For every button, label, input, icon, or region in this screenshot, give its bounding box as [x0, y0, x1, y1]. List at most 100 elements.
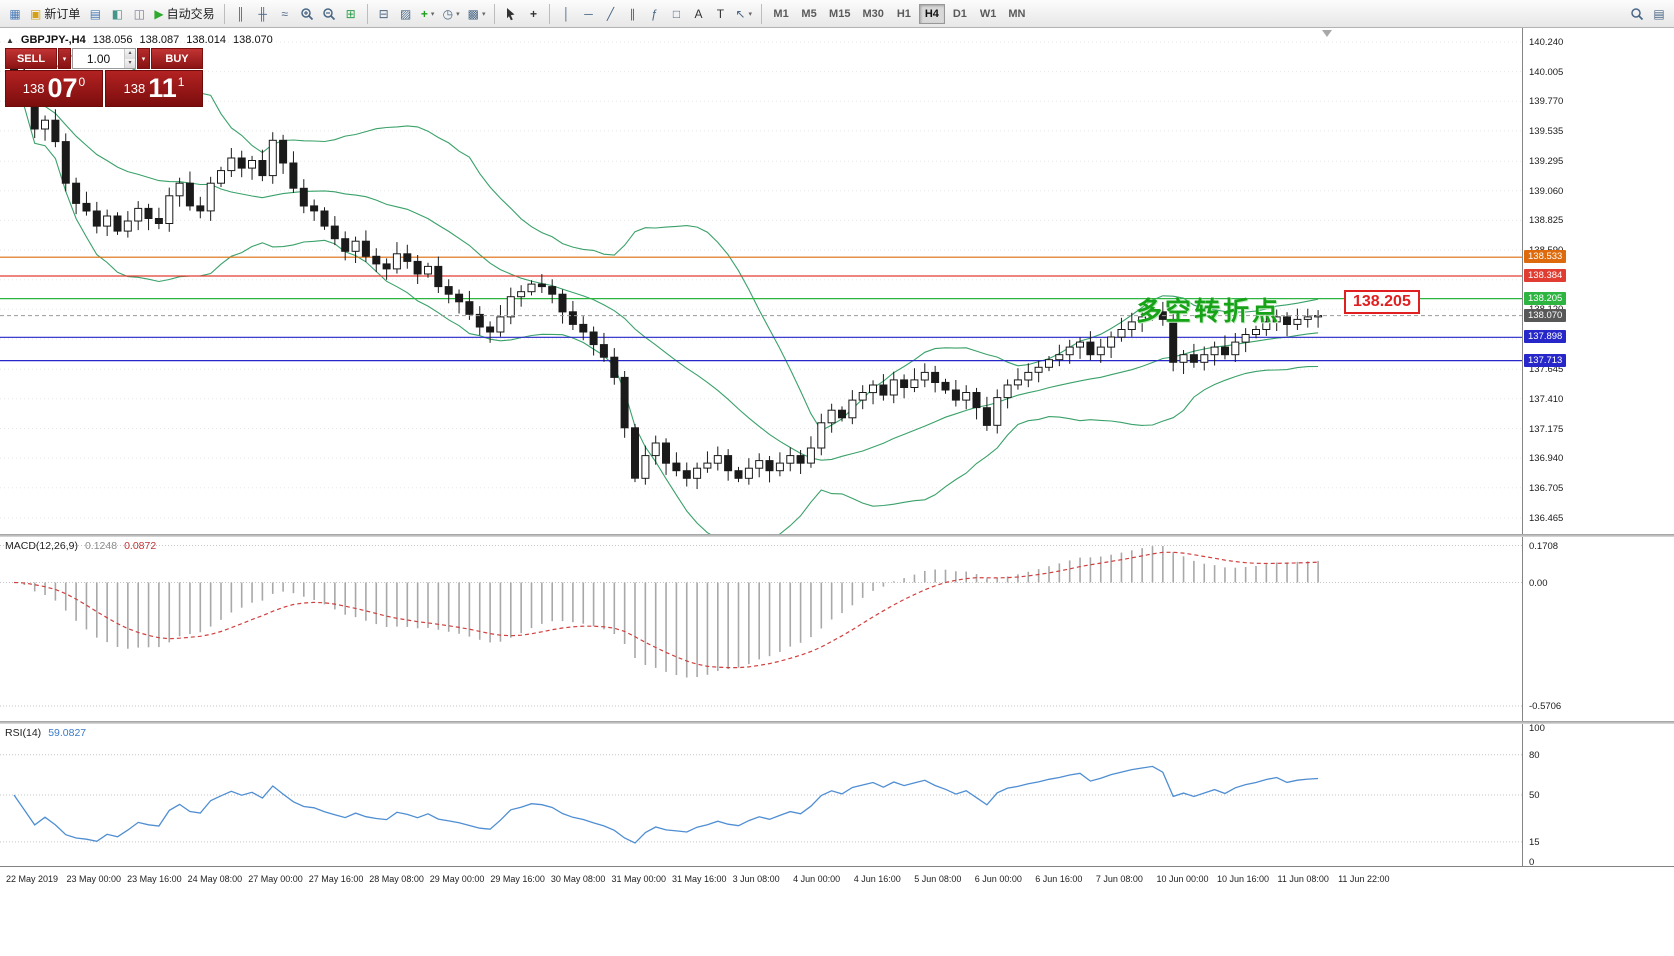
sell-price-button[interactable]: 138 07 0	[5, 70, 103, 107]
trendline-icon[interactable]: ╱	[599, 3, 621, 25]
chart-workspace: ▲ GBPJPY-,H4 138.056 138.087 138.014 138…	[0, 28, 1674, 956]
rsi-panel[interactable]: RSI(14) 59.0827	[0, 724, 1522, 866]
price-axis-box: 138.384	[1524, 269, 1567, 282]
main-chart-panel[interactable]: ▲ GBPJPY-,H4 138.056 138.087 138.014 138…	[0, 28, 1522, 534]
price-axis-label: 140.240	[1529, 37, 1564, 48]
arrows-icon-caret-icon[interactable]: ▾	[748, 10, 753, 18]
indicators-icon-caret-icon[interactable]: ▾	[430, 10, 435, 18]
shapes-icon-glyph: □	[672, 6, 681, 21]
cascade-windows-icon[interactable]: ▨	[395, 3, 417, 25]
arrows-icon[interactable]: ↖ ▾	[731, 3, 756, 25]
volume-input[interactable]	[73, 49, 125, 68]
timeframe-h1[interactable]: H1	[896, 7, 911, 20]
macd-panel[interactable]: MACD(12,26,9) 0.1248 0.0872	[0, 537, 1522, 721]
indicators-icon-glyph: +	[420, 6, 428, 21]
equidistant-channel-icon[interactable]: ∥	[621, 3, 643, 25]
fibonacci-icon[interactable]: ƒ	[643, 3, 665, 25]
timeframe-m1[interactable]: M1	[773, 7, 789, 20]
toolbar-separator	[366, 3, 368, 24]
new-order-button-glyph: ▣	[30, 6, 42, 21]
buy-price-pips: 11	[148, 73, 177, 103]
bar-chart-icon[interactable]: ║	[230, 3, 252, 25]
shapes-icon[interactable]: □	[665, 3, 687, 25]
price-chart-canvas[interactable]	[0, 28, 1522, 534]
macd-name: MACD(12,26,9)	[5, 540, 78, 552]
timeframe-m5[interactable]: M5	[801, 7, 817, 20]
timeframe-w1[interactable]: W1	[979, 7, 997, 20]
time-axis-label: 28 May 08:00	[369, 874, 424, 884]
time-axis-label: 24 May 08:00	[187, 874, 243, 884]
panel-separator[interactable]	[0, 534, 1674, 537]
price-axis-label: 139.295	[1529, 156, 1564, 168]
volume-down-icon[interactable]: ▾	[125, 58, 135, 68]
sell-price-big: 138	[22, 81, 45, 96]
volume-stepper[interactable]: ▴ ▾	[124, 49, 135, 68]
time-axis-label: 4 Jun 00:00	[793, 874, 841, 884]
new-chart-icon[interactable]: ▦	[4, 3, 26, 25]
price-axis-box: 137.898	[1524, 330, 1567, 344]
market-watch-icon[interactable]: ◧	[106, 3, 128, 25]
one-click-trading-panel: SELL ▾ ▴ ▾ ▾ BUY 138 07	[5, 48, 203, 107]
tile-windows-icon-glyph: ⊞	[345, 6, 356, 21]
label-icon[interactable]: T	[709, 3, 731, 25]
rsi-canvas[interactable]	[0, 724, 1522, 866]
main-toolbar: ▦ ▣ 新订单 ▤ ◧ ◫ ▶ 自动交易 ║ ╫ ≈ ⊞ ⊟ ▨ + ▾ ◷ ▾ ▩ ▾ + │ ─ ╱ ∥ ƒ □ A T ↖ ▾ M1 M5…	[0, 0, 1674, 28]
buy-options-caret-icon[interactable]: ▾	[137, 48, 150, 69]
periods-icon-caret-icon[interactable]: ▾	[456, 10, 460, 18]
zoom-out-icon[interactable]	[318, 3, 340, 25]
auto-trading-button[interactable]: ▶ 自动交易	[150, 3, 218, 25]
templates-icon[interactable]: ▩ ▾	[464, 3, 490, 25]
buy-price-button[interactable]: 138 11 1	[105, 70, 203, 107]
vertical-line-icon[interactable]: │	[555, 3, 577, 25]
chart-shift-marker-icon[interactable]	[1322, 30, 1332, 37]
arrange-windows-icon[interactable]: ⊟	[373, 3, 395, 25]
bar-low-value: 138.014	[186, 34, 227, 46]
price-callout-label[interactable]: 138.205	[1344, 290, 1420, 314]
navigator-icon[interactable]: ◫	[128, 3, 150, 25]
buy-button[interactable]: BUY	[151, 48, 203, 69]
workspace-icon[interactable]: ▤	[1648, 3, 1670, 25]
tile-windows-icon[interactable]: ⊞	[340, 3, 362, 25]
price-scale[interactable]: 140.240 140.005 139.770 139.535 139.295 139.0…	[1522, 28, 1674, 868]
equidistant-channel-icon-glyph: ∥	[629, 6, 636, 21]
time-axis-label: 27 May 16:00	[308, 874, 364, 884]
toolbar-separator	[761, 3, 763, 24]
crosshair-icon[interactable]: +	[522, 3, 544, 25]
time-axis-label: 27 May 00:00	[248, 874, 303, 884]
time-axis-label: 31 May 16:00	[672, 874, 727, 884]
timeframe-m15[interactable]: M15	[829, 7, 851, 20]
rsi-label: RSI(14) 59.0827	[5, 727, 86, 739]
time-axis-label: 7 Jun 08:00	[1095, 874, 1143, 884]
buy-price-point: 1	[177, 75, 185, 89]
timeframe-m30[interactable]: M30	[862, 7, 884, 20]
charts-profile-icon[interactable]: ▤	[84, 3, 106, 25]
price-axis-label: 140.005	[1529, 66, 1564, 78]
cursor-icon[interactable]	[500, 3, 522, 25]
line-chart-icon[interactable]: ≈	[274, 3, 296, 25]
search-icon[interactable]	[1626, 3, 1648, 25]
time-axis[interactable]: 22 May 2019 23 May 00:00 23 May 16:00 24 Ma…	[0, 866, 1674, 956]
volume-up-icon[interactable]: ▴	[125, 49, 135, 59]
periods-icon[interactable]: ◷ ▾	[439, 3, 464, 25]
sell-options-caret-icon[interactable]: ▾	[58, 48, 71, 69]
rsi-axis-label: 50	[1529, 790, 1540, 801]
horizontal-line-icon[interactable]: ─	[577, 3, 599, 25]
candlestick-chart-icon[interactable]: ╫	[252, 3, 274, 25]
zoom-in-icon[interactable]	[296, 3, 318, 25]
one-click-panel-toggle-icon[interactable]: ▲	[6, 35, 14, 45]
chart-annotation-text[interactable]: 多空转折点	[1136, 296, 1282, 326]
text-icon-glyph: A	[694, 6, 703, 21]
indicators-icon[interactable]: + ▾	[417, 3, 439, 25]
auto-trading-button-glyph: ▶	[154, 6, 164, 21]
timeframe-mn[interactable]: MN	[1008, 7, 1026, 20]
templates-icon-caret-icon[interactable]: ▾	[481, 10, 486, 18]
macd-axis-label: -0.5706	[1529, 701, 1562, 712]
timeframe-d1[interactable]: D1	[952, 7, 967, 20]
sell-button[interactable]: SELL	[5, 48, 57, 69]
time-axis-label: 11 Jun 22:00	[1338, 874, 1390, 884]
text-icon[interactable]: A	[687, 3, 709, 25]
timeframe-h4[interactable]: H4	[918, 3, 945, 24]
new-order-button[interactable]: ▣ 新订单	[26, 3, 84, 25]
panel-separator[interactable]	[0, 721, 1674, 724]
macd-canvas[interactable]	[0, 537, 1522, 721]
